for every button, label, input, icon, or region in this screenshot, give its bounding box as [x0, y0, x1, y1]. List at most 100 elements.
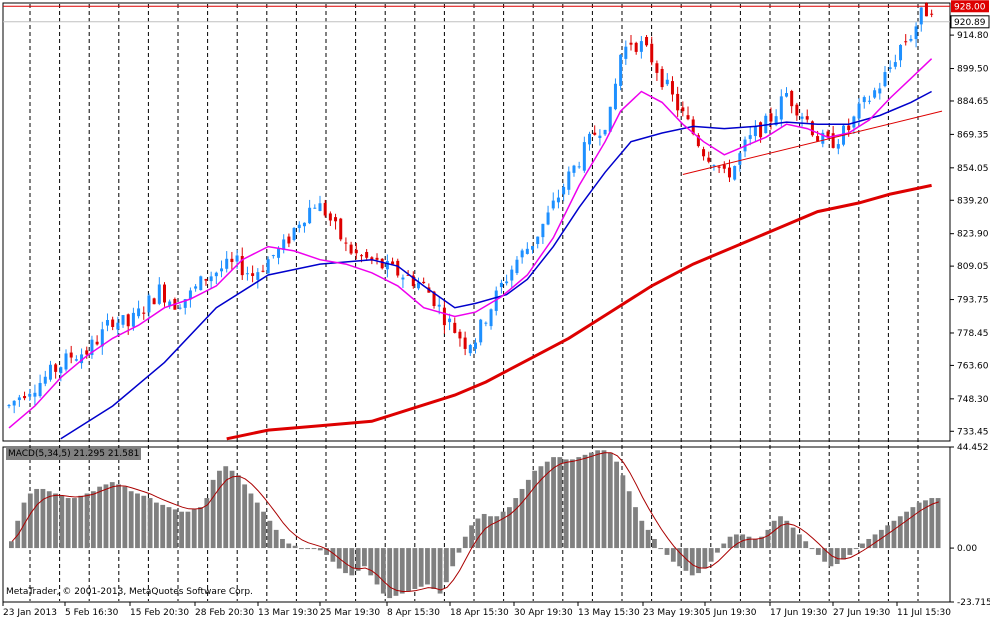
macd-histogram-bar — [374, 548, 380, 585]
macd-histogram-bar — [280, 538, 285, 549]
macd-histogram-bar — [658, 548, 664, 550]
macd-histogram-bar — [380, 548, 386, 594]
macd-histogram-bar — [153, 502, 159, 549]
bear-candle — [847, 125, 851, 131]
bull-candle — [90, 339, 94, 356]
macd-histogram-bar — [557, 457, 563, 549]
macd-histogram-bar — [191, 509, 197, 549]
bull-candle — [147, 295, 151, 313]
bull-candle — [235, 255, 239, 262]
bear-candle — [810, 121, 814, 136]
macd-histogram-bar — [229, 470, 235, 549]
macd-histogram-bar — [204, 498, 210, 549]
bear-candle — [422, 281, 426, 284]
macd-histogram-bar — [841, 548, 846, 560]
bear-candle — [230, 258, 234, 262]
bull-candle — [183, 299, 187, 308]
bear-candle — [769, 113, 773, 122]
time-axis-label: 17 Jun 19:30 — [770, 608, 827, 618]
macd-histogram-bar — [103, 484, 109, 549]
ma-slow-line — [60, 90, 932, 440]
macd-histogram-bar — [393, 548, 399, 596]
macd-histogram-bar — [462, 536, 468, 549]
bull-candle — [888, 67, 892, 69]
macd-histogram-bar — [809, 548, 815, 550]
bear-candle — [463, 337, 467, 349]
bear-candle — [380, 258, 384, 269]
macd-histogram-bar — [412, 548, 418, 590]
bull-candle — [121, 315, 125, 325]
macd-histogram-bar — [746, 536, 752, 549]
bull-candle — [603, 129, 607, 135]
macd-histogram-bar — [298, 548, 304, 550]
bull-candle — [779, 96, 783, 120]
time-axis-label: 8 Apr 15:30 — [387, 608, 440, 618]
macd-histogram-bar — [494, 516, 500, 549]
macd-histogram-bar — [172, 509, 178, 549]
bull-candle — [551, 200, 555, 209]
bull-candle — [510, 269, 514, 281]
macd-histogram-bar — [860, 543, 865, 549]
macd-histogram-bar — [935, 498, 941, 549]
bear-candle — [458, 331, 462, 339]
bull-candle — [598, 135, 602, 138]
macd-histogram-bar — [475, 518, 481, 549]
bull-candle — [38, 382, 42, 397]
macd-histogram-bar — [916, 502, 922, 549]
bull-candle — [499, 282, 503, 288]
price-axis-label: 778.45 — [957, 329, 989, 339]
price-axis-label: 748.30 — [957, 395, 989, 405]
bull-candle — [577, 166, 581, 168]
bull-candle — [639, 41, 643, 52]
macd-histogram-bar — [670, 548, 676, 562]
bull-candle — [619, 54, 623, 86]
bull-candle — [588, 133, 592, 145]
macd-axis-label: 44.452 — [957, 443, 989, 453]
bear-candle — [930, 13, 934, 15]
bull-candle — [785, 93, 788, 97]
bear-candle — [287, 236, 291, 244]
bear-candle — [142, 312, 146, 314]
price-axis-label: 793.75 — [957, 296, 989, 306]
macd-histogram-bar — [639, 520, 645, 549]
macd-histogram-bar — [645, 529, 651, 549]
macd-histogram-bar — [790, 527, 796, 549]
bear-candle — [359, 255, 363, 257]
bear-candle — [790, 91, 794, 107]
macd-histogram-bar — [500, 511, 506, 549]
macd-histogram-bar — [702, 548, 708, 569]
macd-histogram-bar — [72, 498, 77, 549]
bull-candle — [385, 261, 389, 270]
bull-candle — [64, 353, 68, 370]
macd-histogram-bar — [355, 548, 361, 571]
macd-histogram-bar — [582, 454, 588, 549]
bull-candle — [479, 319, 483, 343]
macd-histogram-bar — [166, 507, 172, 549]
macd-histogram-bar — [235, 475, 241, 549]
price-axis-label: 763.60 — [957, 361, 989, 371]
bull-candle — [157, 284, 161, 304]
bull-candle — [437, 304, 441, 307]
bull-candle — [59, 367, 63, 374]
bull-candle — [266, 259, 270, 274]
macd-histogram-bar — [607, 452, 613, 549]
bull-candle — [48, 364, 52, 380]
macd-histogram-bar — [450, 548, 456, 567]
macd-histogram-bar — [765, 529, 771, 549]
bear-candle — [396, 260, 400, 276]
bear-candle — [354, 249, 358, 254]
macd-histogram-bar — [223, 466, 229, 549]
bear-candle — [126, 314, 130, 327]
macd-histogram-bar — [727, 536, 733, 549]
macd-histogram-bar — [803, 541, 809, 549]
macd-histogram-bar — [525, 479, 531, 549]
bear-candle — [759, 122, 763, 138]
bull-candle — [277, 248, 281, 258]
bull-candle — [220, 268, 224, 272]
macd-indicator-label: MACD(5,34,5) 21.295 21.581 — [6, 448, 142, 460]
bull-candle — [105, 320, 109, 326]
bear-candle — [54, 364, 58, 372]
time-axis-label: 11 Jul 15:30 — [897, 608, 951, 618]
